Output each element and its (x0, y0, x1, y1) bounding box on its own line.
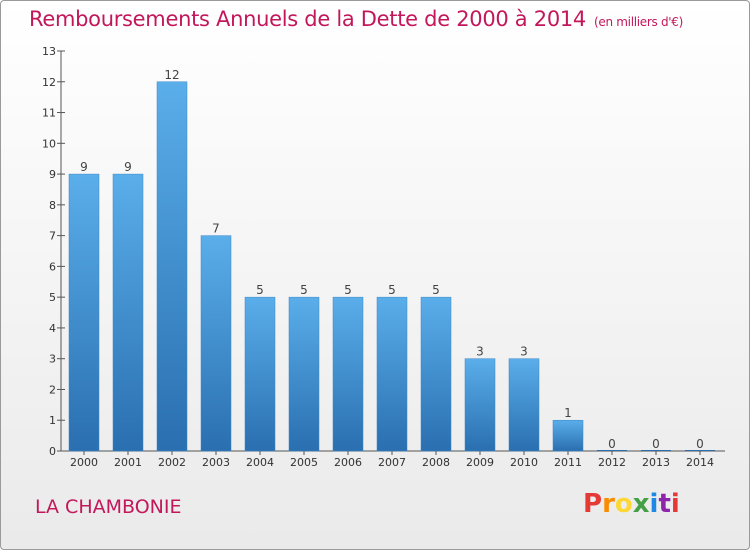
bar (112, 173, 144, 452)
y-tick-label: 4 (49, 322, 56, 335)
logo-letter: r (602, 489, 615, 519)
bar (68, 173, 100, 452)
bar (464, 358, 496, 452)
x-tick-label: 2001 (114, 456, 142, 469)
x-tick-label: 2012 (598, 456, 626, 469)
x-tick-label: 2003 (202, 456, 230, 469)
y-tick-label: 6 (49, 260, 56, 273)
data-label: 1 (564, 406, 572, 420)
x-tick-label: 2011 (554, 456, 582, 469)
data-label: 0 (608, 437, 616, 451)
x-tick-label: 2007 (378, 456, 406, 469)
bar (641, 450, 671, 451)
x-tick-label: 2008 (422, 456, 450, 469)
y-tick-label: 1 (49, 414, 56, 427)
x-tick-label: 2004 (246, 456, 274, 469)
data-label: 5 (432, 283, 440, 297)
x-tick-label: 2000 (70, 456, 98, 469)
bar (244, 296, 276, 452)
bar (685, 450, 715, 451)
data-label: 3 (476, 345, 484, 359)
x-tick-label: 2009 (466, 456, 494, 469)
bar (420, 296, 452, 452)
data-label: 5 (256, 283, 264, 297)
x-tick-label: 2006 (334, 456, 362, 469)
data-label: 9 (80, 160, 88, 174)
data-label: 12 (164, 68, 179, 82)
y-tick-label: 2 (49, 383, 56, 396)
data-label: 9 (124, 160, 132, 174)
y-tick-label: 3 (49, 353, 56, 366)
y-tick-label: 12 (42, 76, 56, 89)
bar (288, 296, 320, 452)
logo-letter: P (583, 489, 603, 519)
y-tick-label: 8 (49, 199, 56, 212)
chart-title: Remboursements Annuels de la Dette de 20… (29, 7, 683, 31)
x-tick-label: 2014 (686, 456, 714, 469)
bar (332, 296, 364, 452)
commune-name: LA CHAMBONIE (35, 496, 182, 518)
data-label: 5 (344, 283, 352, 297)
bar (552, 419, 584, 452)
bar (597, 450, 627, 451)
bar (156, 81, 188, 452)
bar (508, 358, 540, 452)
x-tick-label: 2013 (642, 456, 670, 469)
y-tick-label: 5 (49, 291, 56, 304)
y-tick-label: 0 (49, 445, 56, 458)
unit-label: (en milliers d'€) (594, 15, 684, 29)
logo-letter: i (670, 489, 680, 519)
logo-letter: i (649, 489, 659, 519)
bar (200, 235, 232, 452)
logo-letter: x (632, 489, 650, 519)
data-label: 7 (212, 222, 220, 236)
x-tick-label: 2010 (510, 456, 538, 469)
logo-letter: o (614, 489, 633, 519)
y-tick-label: 11 (42, 107, 56, 120)
data-label: 0 (696, 437, 704, 451)
y-tick-label: 7 (49, 230, 56, 243)
y-tick-label: 13 (42, 45, 56, 58)
data-label: 3 (520, 345, 528, 359)
data-label: 5 (388, 283, 396, 297)
bar (376, 296, 408, 452)
x-tick-label: 2005 (290, 456, 318, 469)
x-tick-label: 2002 (158, 456, 186, 469)
data-label: 0 (652, 437, 660, 451)
y-tick-label: 10 (42, 137, 56, 150)
title-text: Remboursements Annuels de la Dette de 20… (29, 7, 586, 31)
logo-letter: t (658, 489, 671, 519)
proxiti-logo: Proxiti (583, 489, 680, 519)
data-label: 5 (300, 283, 308, 297)
y-tick-label: 9 (49, 168, 56, 181)
